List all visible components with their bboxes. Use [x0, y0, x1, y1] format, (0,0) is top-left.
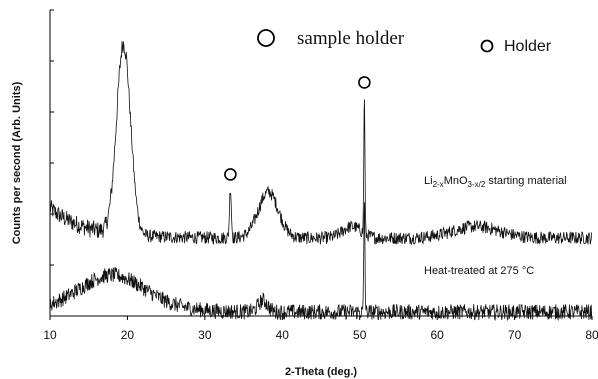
x-tick-label: 70 [508, 328, 522, 342]
series-label-starting-material: Li2-xMnO3-x/2 starting material [424, 175, 567, 189]
x-tick-label: 10 [43, 328, 57, 342]
legend: sample holder Holder [257, 28, 552, 55]
x-tick-label: 50 [353, 328, 367, 342]
holder-peak-marker-icon [224, 168, 237, 181]
x-tick-label: 40 [276, 328, 290, 342]
x-tick-label: 80 [585, 328, 598, 342]
holder-markers [224, 76, 371, 181]
legend-label-holder: Holder [504, 38, 552, 55]
series-label-heat-treated: Heat-treated at 275 °C [424, 265, 534, 277]
x-tick-label: 20 [121, 328, 135, 342]
y-ticks [50, 9, 54, 317]
legend-large-circle-icon [257, 29, 275, 47]
x-axis-title: 2-Theta (deg.) [285, 366, 357, 378]
series-line-0 [49, 40, 593, 246]
legend-label-sample-holder: sample holder [297, 28, 405, 49]
series-line-1 [49, 202, 593, 322]
series-group [49, 40, 593, 322]
x-ticks: 10 20 30 40 50 60 70 80 [43, 316, 598, 342]
x-tick-label: 30 [198, 328, 212, 342]
legend-small-circle-icon [480, 39, 494, 53]
holder-peak-marker-icon [358, 76, 371, 89]
x-tick-label: 60 [430, 328, 444, 342]
y-axis-title: Counts per second (Arb. Units) [11, 81, 23, 244]
